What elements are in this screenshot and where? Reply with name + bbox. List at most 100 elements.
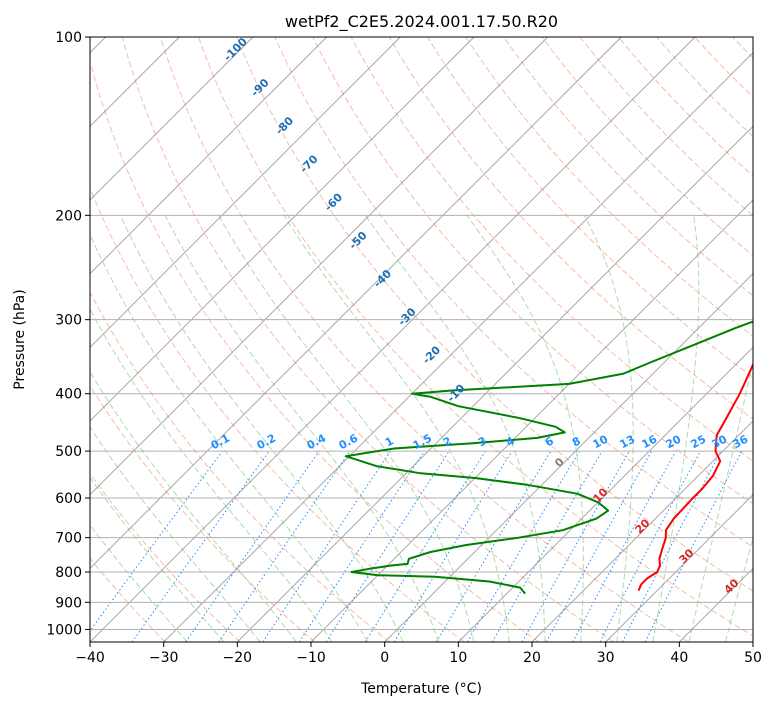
isotherm-line xyxy=(90,37,475,422)
isotherm-line xyxy=(605,494,753,642)
y-tick-label: 900 xyxy=(55,595,82,611)
isotherm-line xyxy=(531,420,753,642)
mixing-ratio-label: 16 xyxy=(640,432,660,451)
y-axis-label: Pressure (hPa) xyxy=(12,289,28,389)
isotherm-line xyxy=(90,37,622,569)
isotherm-line xyxy=(90,37,327,275)
dry-adiabat-label: -30 xyxy=(395,305,418,328)
moist-adiabat-line xyxy=(90,426,261,642)
dry-adiabat-line xyxy=(274,37,753,548)
mixing-ratio-line xyxy=(325,450,450,642)
mixing-ratio-line xyxy=(393,450,513,642)
y-tick-label: 300 xyxy=(55,313,82,329)
moist-adiabat-label: 40 xyxy=(722,576,742,596)
x-tick-label: 10 xyxy=(449,650,467,666)
mixing-ratio-line xyxy=(521,450,630,642)
mixing-ratio-label: 20 xyxy=(664,432,684,451)
mixing-ratio-line xyxy=(491,450,603,642)
mixing-ratio-line xyxy=(185,450,320,642)
isotherm-line xyxy=(90,37,401,348)
dry-adiabat-label: -10 xyxy=(444,381,467,404)
isotherm-line xyxy=(90,37,548,496)
x-tick-label: −40 xyxy=(75,650,105,666)
mixing-ratio-line xyxy=(90,450,223,632)
mixing-ratio-label: 6 xyxy=(543,434,556,449)
dry-adiabat-line xyxy=(656,37,753,138)
mixing-ratio-label: 13 xyxy=(618,433,638,452)
isotherm-line xyxy=(237,125,753,642)
isotherm-line xyxy=(310,199,753,642)
mixing-ratio-line xyxy=(218,450,351,642)
moist-adiabat-line xyxy=(164,215,439,642)
moist-adiabat-line xyxy=(90,308,333,642)
moist-adiabat-line xyxy=(283,215,510,642)
mixing-ratio-label: 1 xyxy=(383,434,396,449)
moist-adiabat-label: 30 xyxy=(677,546,697,566)
y-tick-label: 200 xyxy=(55,208,82,224)
y-tick-label: 600 xyxy=(55,491,82,507)
dry-adiabat-line xyxy=(350,37,753,462)
mixing-ratio-line xyxy=(467,450,580,642)
moist-adiabat-line xyxy=(90,370,297,642)
dry-adiabat-line xyxy=(465,37,753,337)
isotherm-line xyxy=(90,37,696,642)
mixing-ratio-line xyxy=(545,450,653,642)
dry-adiabat-line xyxy=(541,37,753,257)
temperature-line xyxy=(637,361,753,591)
dry-adiabat-label: -70 xyxy=(297,152,320,175)
isotherm-line xyxy=(384,273,753,642)
dry-adiabat-line xyxy=(159,37,689,642)
isotherm-line xyxy=(679,567,753,642)
mixing-ratio-label: 30 xyxy=(710,432,730,451)
mixing-ratio-line xyxy=(364,450,486,642)
moist-adiabat-line xyxy=(652,215,700,642)
dry-adiabat-line xyxy=(198,37,753,637)
x-tick-label: 40 xyxy=(670,650,688,666)
dry-adiabat-line xyxy=(121,37,614,642)
dry-adiabat-line xyxy=(236,37,753,592)
isotherm-line xyxy=(458,346,753,642)
dewpoint-line xyxy=(344,320,753,595)
mixing-ratio-line xyxy=(599,450,701,642)
dry-adiabat-line xyxy=(90,384,316,642)
plot-frame xyxy=(89,36,754,643)
dry-adiabat-line xyxy=(426,37,753,378)
x-tick-label: 20 xyxy=(523,650,541,666)
dry-adiabat-label: -60 xyxy=(322,190,345,213)
y-tick-label: 700 xyxy=(55,531,82,547)
moist-adiabat-line xyxy=(90,232,369,642)
dry-adiabat-line xyxy=(503,37,753,297)
x-tick-label: −20 xyxy=(223,650,253,666)
x-tick-label: 30 xyxy=(597,650,615,666)
dry-adiabat-line xyxy=(90,472,241,642)
moist-adiabat-line xyxy=(90,476,225,642)
moist-adiabat-line xyxy=(90,524,188,642)
y-tick-label: 500 xyxy=(55,444,82,460)
mixing-ratio-label: 0.2 xyxy=(255,432,278,453)
mixing-ratio-line xyxy=(572,450,677,642)
mixing-ratio-label: 0.1 xyxy=(209,432,232,453)
background-line-labels: -100-90-80-70-60-50-40-30-20-100.1 0.2 0.4… xyxy=(209,37,751,597)
mixing-ratio-label: 2 xyxy=(441,434,454,449)
x-tick-label: 50 xyxy=(744,650,762,666)
mixing-ratio-line xyxy=(621,450,722,642)
isotherm-line xyxy=(752,641,753,642)
mixing-ratio-label: 10 xyxy=(591,432,611,451)
moist-adiabat-label: 10 xyxy=(591,485,611,505)
dry-adiabat-line xyxy=(90,291,390,642)
mixing-ratio-line xyxy=(435,450,552,642)
grid-layer xyxy=(90,37,753,642)
x-tick-label: 0 xyxy=(380,650,389,666)
dry-adiabat-line xyxy=(90,59,540,642)
isotherm-line xyxy=(90,37,254,201)
series-layer xyxy=(344,320,753,595)
isotherm-line xyxy=(163,52,753,642)
moist-adiabat-line xyxy=(120,215,404,642)
dry-adiabat-line xyxy=(579,37,753,217)
moist-adiabat-line xyxy=(466,215,584,642)
moist-adiabat-line xyxy=(364,215,546,642)
chart-title: wetPf2_C2E5.2024.001.17.50.R20 xyxy=(285,12,558,32)
y-tick-label: 400 xyxy=(55,387,82,403)
x-axis-label: Temperature (°C) xyxy=(360,681,482,697)
